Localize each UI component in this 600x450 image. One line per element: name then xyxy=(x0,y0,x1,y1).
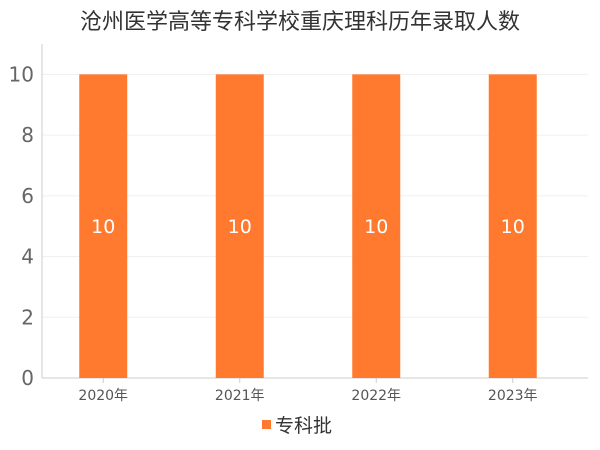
x-tick-label: 2021年 xyxy=(215,388,265,404)
data-label: 10 xyxy=(91,216,115,238)
data-label: 10 xyxy=(364,216,388,238)
x-tick-label: 2022年 xyxy=(351,388,401,404)
bar xyxy=(79,74,128,378)
x-tick-label: 2023年 xyxy=(488,388,538,404)
y-tick-label: 0 xyxy=(21,366,34,390)
y-tick-label: 6 xyxy=(21,184,34,208)
y-tick-label: 2 xyxy=(21,305,34,329)
bar xyxy=(215,74,264,378)
x-tick-label: 2020年 xyxy=(78,388,128,404)
data-label: 10 xyxy=(501,216,525,238)
bar xyxy=(352,74,401,378)
chart-title: 沧州医学高等专科学校重庆理科历年录取人数 xyxy=(79,10,520,35)
data-label: 10 xyxy=(228,216,252,238)
y-tick-label: 8 xyxy=(21,123,34,147)
bar xyxy=(488,74,537,378)
y-tick-label: 10 xyxy=(9,62,34,86)
y-tick-label: 4 xyxy=(21,245,34,269)
legend-label: 专科批 xyxy=(275,415,332,437)
legend-swatch xyxy=(262,420,271,429)
